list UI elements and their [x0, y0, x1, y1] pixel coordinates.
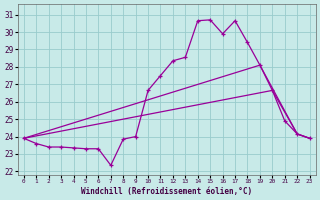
X-axis label: Windchill (Refroidissement éolien,°C): Windchill (Refroidissement éolien,°C)	[81, 187, 252, 196]
